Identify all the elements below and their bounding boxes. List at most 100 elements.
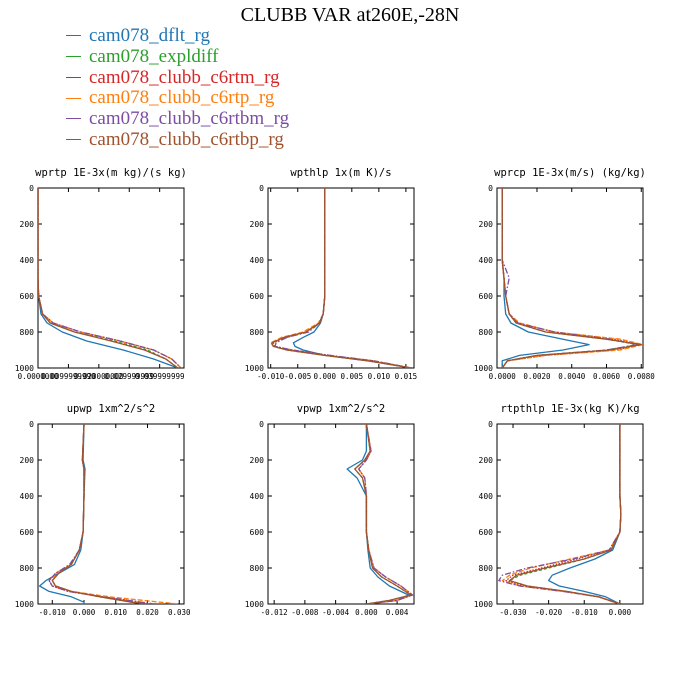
y-tick-label: 600: [250, 292, 265, 301]
chart-panel: upwp 1xm^2/s^2 0 200 400 600 800 1000 -0.010 0.0…: [15, 403, 191, 617]
y-tick-label: 400: [250, 256, 265, 265]
x-tick-label: -0.010: [257, 372, 285, 381]
y-tick-label: 800: [479, 564, 494, 573]
legend-swatch: [66, 35, 81, 37]
series-line: [354, 424, 412, 604]
x-tick-label: 0.0080: [628, 372, 656, 381]
series-line: [51, 424, 180, 604]
x-tick-label: -0.008: [291, 608, 319, 617]
legend-swatch: [66, 139, 81, 141]
series-line: [38, 424, 86, 604]
x-tick-label: 0.010: [368, 372, 391, 381]
y-tick-label: 200: [20, 456, 35, 465]
y-tick-label: 800: [20, 564, 35, 573]
x-tick-label: 0.0099999990: [41, 372, 96, 381]
legend-label: cam078_clubb_c6rtp_rg: [89, 87, 275, 109]
y-tick-label: 1000: [474, 600, 493, 609]
plot-frame: [496, 423, 644, 605]
y-tick-label: 400: [479, 492, 494, 501]
chart-title: vpwp 1xm^2/s^2: [297, 403, 386, 415]
figure-title: CLUBB VAR at260E,-28N: [240, 4, 460, 26]
chart-title: rtpthlp 1E-3x(kg K)/kg: [500, 403, 639, 415]
series-line: [38, 188, 179, 368]
y-tick-label: 1000: [245, 600, 264, 609]
x-tick-label: -0.030: [499, 608, 527, 617]
series-line: [508, 424, 622, 604]
legend-item: cam078_clubb_c6rtbp_rg: [66, 129, 289, 151]
plot-frame: [37, 423, 185, 605]
legend-item: cam078_dflt_rg: [66, 26, 289, 47]
series-line: [508, 424, 622, 604]
y-tick-label: 0: [488, 420, 493, 429]
y-tick-label: 200: [20, 220, 35, 229]
legend: cam078_dflt_rg cam078_expldiff cam078_club…: [66, 26, 289, 151]
y-tick-label: 400: [20, 256, 35, 265]
x-tick-label: -0.004: [322, 608, 350, 617]
x-tick-label: 0.004: [386, 608, 409, 617]
y-tick-label: 0: [259, 420, 264, 429]
series-line: [292, 188, 412, 368]
y-tick-label: 1000: [474, 364, 493, 373]
legend-label: cam078_dflt_rg: [89, 25, 211, 46]
legend-item: cam078_clubb_c6rtp_rg: [66, 88, 289, 109]
y-tick-label: 200: [479, 456, 494, 465]
x-tick-label: -0.005: [284, 372, 311, 381]
x-tick-label: -0.012: [261, 608, 288, 617]
series-line: [271, 188, 412, 368]
x-tick-label: 0.039999999: [135, 372, 185, 381]
y-tick-label: 600: [250, 528, 265, 537]
y-tick-label: 600: [479, 528, 494, 537]
series-line: [48, 424, 154, 604]
x-tick-label: 0.015: [395, 372, 418, 381]
plot-frame: [267, 423, 415, 605]
y-tick-label: 1000: [15, 364, 34, 373]
y-tick-label: 600: [20, 528, 35, 537]
series-line: [501, 188, 643, 368]
x-tick-label: 0.029999999: [104, 372, 154, 381]
legend-label: cam078_clubb_c6rtm_rg: [89, 66, 280, 88]
x-tick-label: 0.020000000: [74, 372, 124, 381]
y-tick-label: 400: [20, 492, 35, 501]
y-tick-label: 0: [488, 184, 493, 193]
x-tick-label: 0.0040: [558, 372, 586, 381]
chart-title: wprtp 1E-3x(m kg)/(s kg): [35, 167, 187, 179]
legend-swatch: [66, 97, 81, 99]
x-tick-label: 0.010: [104, 608, 127, 617]
chart-panel: wprcp 1E-3x(m/s) (kg/kg)0 200 400 600 800 100…: [474, 167, 656, 381]
series-line: [501, 188, 642, 368]
legend-swatch: [66, 55, 81, 57]
x-tick-label: 0.0020: [523, 372, 551, 381]
x-tick-label: -0.020: [535, 608, 563, 617]
plot-frame: [267, 187, 415, 369]
x-tick-label: 0.005: [341, 372, 364, 381]
y-tick-label: 0: [29, 420, 34, 429]
x-tick-label: 0.000: [313, 372, 336, 381]
y-tick-label: 800: [250, 564, 265, 573]
x-tick-label: 0.000: [609, 608, 632, 617]
chart-panel: rtpthlp 1E-3x(kg K)/kg02004006008001000-…: [474, 403, 644, 617]
series-line: [48, 424, 154, 604]
y-tick-label: 1000: [245, 364, 264, 373]
legend-swatch: [66, 118, 81, 120]
legend-label: cam078_expldiff: [89, 45, 219, 67]
y-tick-label: 800: [250, 328, 265, 337]
series-line: [501, 188, 590, 368]
y-tick-label: 1000: [15, 600, 34, 609]
series-line: [346, 424, 410, 604]
series-line: [505, 424, 622, 604]
y-tick-label: 0: [259, 184, 264, 193]
series-line: [38, 188, 179, 368]
x-tick-label: 0.0060: [593, 372, 621, 381]
legend-item: cam078_clubb_c6rtm_rg: [66, 66, 289, 89]
chart-title: upwp 1xm^2/s^2: [67, 403, 156, 415]
y-tick-label: 600: [20, 292, 35, 301]
legend-item: cam078_clubb_c6rtbm_rg: [66, 109, 289, 130]
chart-title: wprcp 1E-3x(m/s) (kg/kg): [494, 167, 646, 179]
y-tick-label: 400: [479, 256, 494, 265]
y-tick-label: 200: [250, 456, 265, 465]
series-line: [272, 188, 412, 368]
series-line: [51, 424, 148, 604]
